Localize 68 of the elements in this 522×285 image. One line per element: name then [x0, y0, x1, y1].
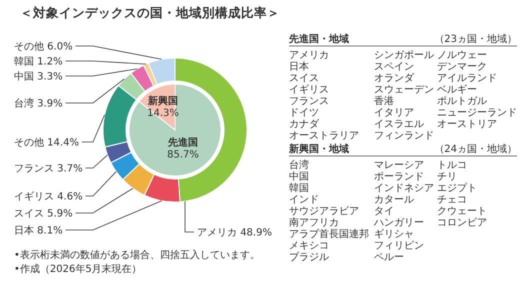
- slice-label: 新興国: [147, 95, 178, 108]
- text: フィリピン: [374, 240, 424, 252]
- text: （23ヵ国・地域）: [434, 33, 517, 45]
- text: ブラジル: [289, 251, 329, 263]
- text: 新興国・地域: [288, 143, 349, 155]
- text: 香港: [374, 95, 394, 107]
- slice-label: 台湾 3.9%: [14, 98, 63, 110]
- text: イタリア: [374, 108, 414, 118]
- text: 南アフリカ: [289, 216, 339, 228]
- text: オーストラリア: [289, 130, 359, 142]
- text: ギリシャ: [374, 228, 414, 240]
- text: デンマーク: [437, 62, 487, 72]
- text: イスラエル: [374, 119, 424, 130]
- text: 台湾: [289, 159, 309, 171]
- text: メキシコ: [289, 240, 329, 252]
- slice-label: 先進国: [166, 136, 198, 149]
- text: タイ: [374, 206, 394, 217]
- text: スイス: [289, 73, 319, 84]
- text: イギリス: [289, 84, 329, 96]
- text: シンガポール: [374, 50, 434, 61]
- slice-label: 日本 8.1%: [14, 224, 63, 236]
- data-label: 85.7%: [167, 150, 199, 161]
- text: スペイン: [374, 62, 414, 72]
- text: ドイツ: [289, 108, 319, 118]
- text: ベルギー: [437, 84, 477, 96]
- text: 韓国: [289, 182, 309, 194]
- slice-label: 中国 3.3%: [14, 70, 63, 82]
- text: •表示桁未満の数値がある場合、四捨五入しています。: [14, 249, 260, 261]
- text: カタール: [374, 194, 414, 206]
- slice-label: イギリス 4.6%: [14, 190, 83, 202]
- text: 中国: [289, 170, 309, 182]
- slice-label: フランス 3.7%: [14, 164, 83, 174]
- text: フランス: [289, 96, 329, 107]
- text: トルコ: [437, 160, 467, 171]
- text: 先進国・地域: [288, 33, 349, 45]
- chart-title: ＜対象インデックスの国・地域別構成比率＞: [20, 5, 280, 20]
- data-label: 14.3%: [147, 108, 179, 120]
- text: ポーランド: [374, 172, 424, 182]
- slice-label: アメリカ 48.9%: [197, 228, 272, 238]
- text: ハンガリー: [373, 218, 424, 228]
- text: ノルウェー: [437, 50, 487, 61]
- text: カナダ: [289, 118, 320, 130]
- text: サウジアラビア: [289, 206, 359, 217]
- text: インド: [289, 194, 319, 206]
- text: ポルトガル: [437, 96, 487, 107]
- text: アメリカ: [289, 50, 329, 61]
- text: ペルー: [374, 252, 404, 263]
- text: アラブ首長国連邦: [289, 228, 369, 240]
- slice-label: スイス 5.9%: [14, 208, 73, 220]
- text: クウェート: [437, 206, 487, 217]
- slice-label: その他 6.0%: [14, 40, 73, 52]
- text: フィンランド: [374, 130, 434, 142]
- slice-label: その他 14.4%: [14, 136, 79, 148]
- text: アイルランド: [437, 73, 497, 84]
- text: •作成（2026年5月末現在）: [14, 263, 142, 275]
- text: エジプト: [437, 182, 477, 194]
- text: 日本: [289, 60, 309, 72]
- text: ニュージーランド: [437, 108, 517, 118]
- text: スウェーデン: [374, 84, 434, 96]
- text: チリ: [437, 172, 457, 182]
- slice-label: 韓国 1.2%: [14, 56, 63, 68]
- text: オーストリア: [437, 119, 497, 130]
- text: チェコ: [437, 194, 467, 206]
- text: マレーシア: [374, 160, 424, 171]
- text: オランダ: [374, 72, 415, 84]
- text: インドネシア: [374, 183, 434, 194]
- text: コロンビア: [437, 218, 487, 228]
- text: （24ヵ国・地域）: [434, 143, 517, 155]
